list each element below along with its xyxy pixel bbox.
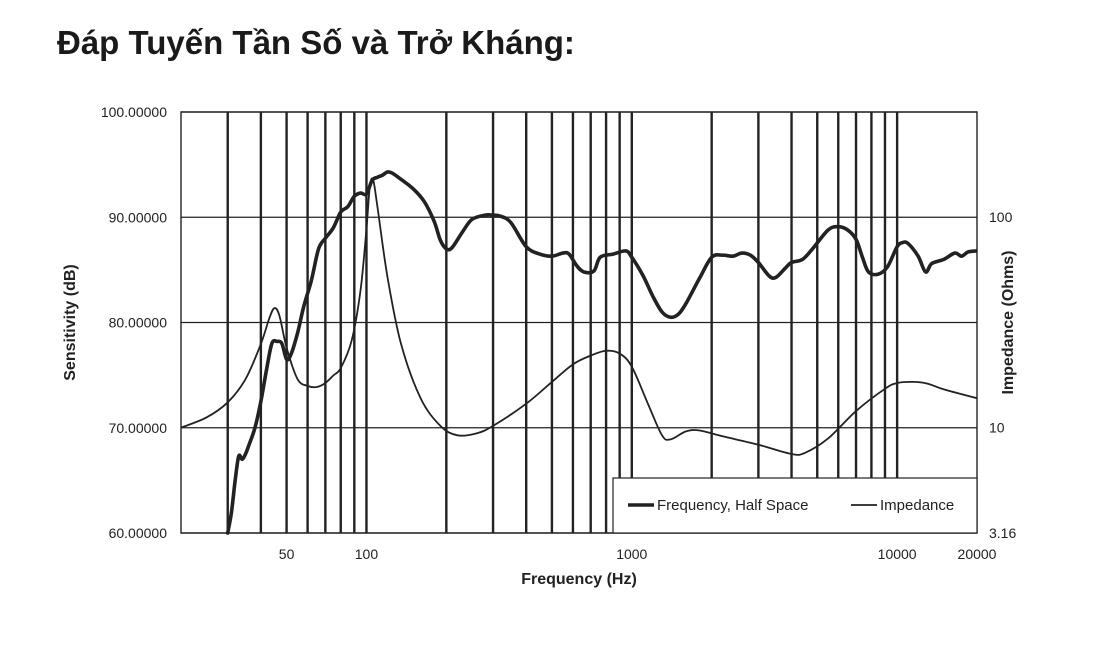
x-tick-label: 100 <box>355 546 379 562</box>
y-tick-label: 100.00000 <box>101 104 167 120</box>
x-axis-title: Frequency (Hz) <box>521 571 637 588</box>
impedance-line <box>181 177 977 456</box>
legend-box <box>612 477 978 534</box>
y2-axis-title: Impedance (Ohms) <box>1000 250 1017 394</box>
page-title: Đáp Tuyến Tần Số và Trở Kháng: <box>57 24 575 61</box>
y2-tick-label: 3.16 <box>989 525 1016 541</box>
x-tick-label: 20000 <box>958 546 997 562</box>
legend-label-frequency: Frequency, Half Space <box>657 497 808 514</box>
y-tick-label: 80.00000 <box>109 315 168 331</box>
x-tick-label: 10000 <box>878 546 917 562</box>
x-tick-label: 1000 <box>616 546 647 562</box>
y-tick-label: 90.00000 <box>109 209 168 225</box>
y-tick-label: 70.00000 <box>109 420 168 436</box>
y-tick-label: 60.00000 <box>109 525 168 541</box>
x-tick-label: 50 <box>279 546 295 562</box>
frequency-response-line <box>225 170 977 535</box>
y2-tick-label: 100 <box>989 209 1013 225</box>
y-axis-title: Sensitivity (dB) <box>62 264 79 380</box>
plot-frame <box>180 111 978 534</box>
legend-label-impedance: Impedance <box>880 497 954 514</box>
y2-tick-label: 10 <box>989 420 1005 436</box>
